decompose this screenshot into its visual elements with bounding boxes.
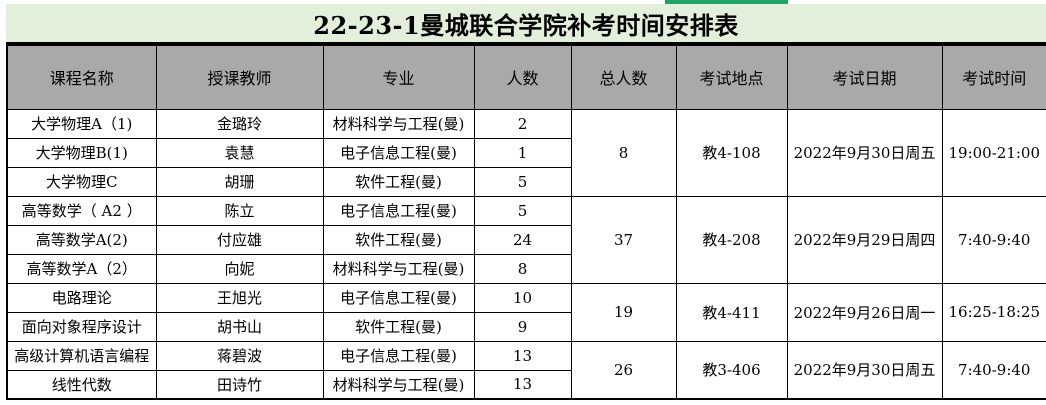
cell-location[interactable]: 教4-108 <box>675 108 788 197</box>
header-time[interactable]: 考试时间 <box>941 44 1046 110</box>
table-row: 大学物理A（1) 金璐玲 材料科学与工程(曼) 2 8 教4-108 2022年… <box>6 108 1046 197</box>
cell-time[interactable]: 7:40-9:40 <box>941 195 1046 284</box>
cell-course[interactable]: 大学物理A（1) <box>6 108 157 139</box>
cell-major[interactable]: 电子信息工程(曼) <box>322 137 475 168</box>
header-major[interactable]: 专业 <box>322 44 475 110</box>
cell-teacher[interactable]: 王旭光 <box>155 282 324 313</box>
column-selection-indicator <box>665 0 788 4</box>
cell-total[interactable]: 37 <box>570 195 677 284</box>
cell-count[interactable]: 13 <box>473 340 572 371</box>
table-row: 高等数学（ A2 ） 陈立 电子信息工程(曼) 5 37 教4-208 2022… <box>6 195 1046 284</box>
cell-total[interactable]: 19 <box>570 282 677 342</box>
cell-time[interactable]: 19:00-21:00 <box>941 108 1046 197</box>
header-teacher[interactable]: 授课教师 <box>155 44 324 110</box>
cell-course[interactable]: 高级计算机语言编程 <box>6 340 157 371</box>
table-row: 面向对象程序设计 胡书山 软件工程(曼) 9 <box>6 311 1046 342</box>
schedule-sheet: 22-23-1曼城联合学院补考时间安排表 课程名称 授课教师 专业 人数 总人数… <box>6 4 1046 400</box>
cell-teacher[interactable]: 向妮 <box>155 253 324 284</box>
cell-count[interactable]: 8 <box>473 253 572 284</box>
header-count[interactable]: 人数 <box>473 44 572 110</box>
cell-major[interactable]: 材料科学与工程(曼) <box>322 108 475 139</box>
cell-teacher[interactable]: 胡书山 <box>155 311 324 342</box>
header-date[interactable]: 考试日期 <box>786 44 943 110</box>
cell-major[interactable]: 电子信息工程(曼) <box>322 282 475 313</box>
cell-date[interactable]: 2022年9月30日周五 <box>786 340 943 400</box>
table-row: 高等数学A（2） 向妮 材料科学与工程(曼) 8 <box>6 253 1046 284</box>
cell-total[interactable]: 26 <box>570 340 677 400</box>
cell-course[interactable]: 电路理论 <box>6 282 157 313</box>
header-total[interactable]: 总人数 <box>570 44 677 110</box>
cell-teacher[interactable]: 付应雄 <box>155 224 324 255</box>
cell-date[interactable]: 2022年9月29日周四 <box>786 195 943 284</box>
cell-count[interactable]: 13 <box>473 369 572 400</box>
cell-location[interactable]: 教4-411 <box>675 282 788 342</box>
header-course[interactable]: 课程名称 <box>6 44 157 110</box>
cell-count[interactable]: 10 <box>473 282 572 313</box>
cell-course[interactable]: 线性代数 <box>6 369 157 400</box>
cell-count[interactable]: 9 <box>473 311 572 342</box>
header-row: 课程名称 授课教师 专业 人数 总人数 考试地点 考试日期 考试时间 <box>6 44 1046 110</box>
cell-teacher[interactable]: 陈立 <box>155 195 324 226</box>
cell-teacher[interactable]: 金璐玲 <box>155 108 324 139</box>
cell-course[interactable]: 大学物理B(1) <box>6 137 157 168</box>
cell-course[interactable]: 大学物理C <box>6 166 157 197</box>
header-location[interactable]: 考试地点 <box>675 44 788 110</box>
cell-major[interactable]: 材料科学与工程(曼) <box>322 253 475 284</box>
cell-teacher[interactable]: 胡珊 <box>155 166 324 197</box>
cell-major[interactable]: 材料科学与工程(曼) <box>322 369 475 400</box>
exam-schedule-table: 课程名称 授课教师 专业 人数 总人数 考试地点 考试日期 考试时间 大学物理A… <box>6 44 1046 400</box>
cell-time[interactable]: 16:25-18:25 <box>941 282 1046 342</box>
cell-course[interactable]: 高等数学（ A2 ） <box>6 195 157 226</box>
cell-count[interactable]: 5 <box>473 166 572 197</box>
cell-major[interactable]: 软件工程(曼) <box>322 311 475 342</box>
cell-count[interactable]: 24 <box>473 224 572 255</box>
cell-course[interactable]: 高等数学A（2） <box>6 253 157 284</box>
cell-teacher[interactable]: 蒋碧波 <box>155 340 324 371</box>
table-row: 大学物理B(1) 袁慧 电子信息工程(曼) 1 <box>6 137 1046 168</box>
cell-course[interactable]: 高等数学A(2) <box>6 224 157 255</box>
cell-count[interactable]: 2 <box>473 108 572 139</box>
cell-date[interactable]: 2022年9月26日周一 <box>786 282 943 342</box>
page-title[interactable]: 22-23-1曼城联合学院补考时间安排表 <box>6 4 1046 44</box>
cell-major[interactable]: 软件工程(曼) <box>322 166 475 197</box>
cell-total[interactable]: 8 <box>570 108 677 197</box>
cell-location[interactable]: 教3-406 <box>675 340 788 400</box>
cell-count[interactable]: 1 <box>473 137 572 168</box>
table-row: 高级计算机语言编程 蒋碧波 电子信息工程(曼) 13 26 教3-406 202… <box>6 340 1046 400</box>
cell-count[interactable]: 5 <box>473 195 572 226</box>
cell-major[interactable]: 软件工程(曼) <box>322 224 475 255</box>
cell-date[interactable]: 2022年9月30日周五 <box>786 108 943 197</box>
table-row: 高等数学A(2) 付应雄 软件工程(曼) 24 <box>6 224 1046 255</box>
cell-major[interactable]: 电子信息工程(曼) <box>322 195 475 226</box>
table-row: 电路理论 王旭光 电子信息工程(曼) 10 19 教4-411 2022年9月2… <box>6 282 1046 342</box>
cell-location[interactable]: 教4-208 <box>675 195 788 284</box>
cell-course[interactable]: 面向对象程序设计 <box>6 311 157 342</box>
cell-time[interactable]: 7:40-9:40 <box>941 340 1046 400</box>
table-row: 线性代数 田诗竹 材料科学与工程(曼) 13 <box>6 369 1046 400</box>
cell-major[interactable]: 电子信息工程(曼) <box>322 340 475 371</box>
cell-teacher[interactable]: 袁慧 <box>155 137 324 168</box>
cell-teacher[interactable]: 田诗竹 <box>155 369 324 400</box>
